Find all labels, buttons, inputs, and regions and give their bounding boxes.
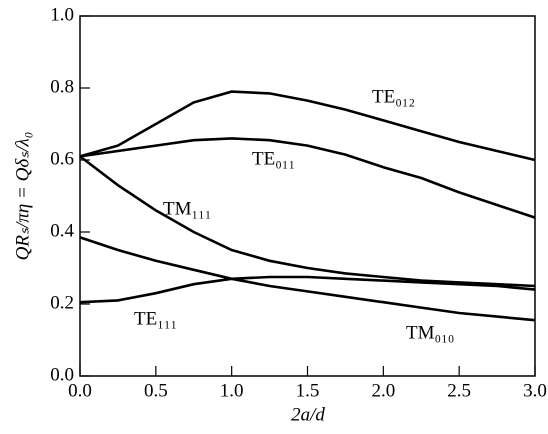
y-tick-label: 0.4 <box>50 220 74 241</box>
series-line <box>79 155 536 288</box>
y-axis-label: QRₛ/πη = Qδₛ/λ₀ <box>12 132 33 261</box>
series-label: TM₁₁₁ <box>163 198 211 219</box>
x-tick-label: 1.0 <box>220 380 244 401</box>
series-line <box>79 236 536 322</box>
series-label: TM₀₁₀ <box>406 322 454 343</box>
y-tick-label: 0.8 <box>50 76 74 97</box>
x-tick-label: 0.0 <box>68 380 92 401</box>
x-tick-label: 1.5 <box>296 380 320 401</box>
y-tick-label: 1.0 <box>50 4 74 25</box>
series-label: TE₀₁₂ <box>372 86 415 107</box>
x-tick-label: 0.5 <box>144 380 168 401</box>
series-line <box>79 90 536 162</box>
x-tick-label: 2.0 <box>371 380 395 401</box>
y-tick-label: 0.6 <box>50 148 74 169</box>
x-tick-label: 2.5 <box>447 380 471 401</box>
series-label: TE₁₁₁ <box>134 308 177 329</box>
y-tick-label: 0.0 <box>50 364 74 385</box>
y-tick-label: 0.2 <box>50 292 74 313</box>
x-tick-label: 3.0 <box>523 380 547 401</box>
x-axis-label: 2a/d <box>291 404 325 425</box>
series-line <box>79 137 536 219</box>
series-line <box>79 275 536 304</box>
series-label: TE₀₁₁ <box>252 148 295 169</box>
